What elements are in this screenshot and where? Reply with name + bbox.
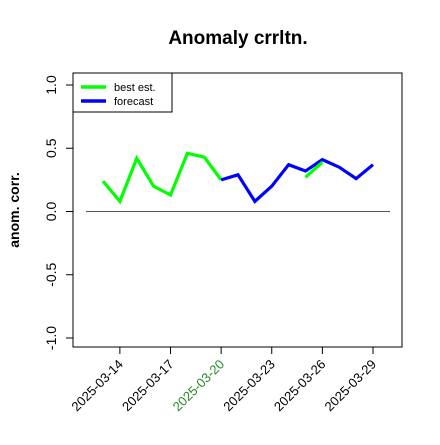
y-tick-label: -0.5 (43, 262, 59, 286)
y-tick-label: 0.5 (43, 138, 59, 158)
series-line-forecast-1-0 (220, 157, 375, 204)
legend-label: best est. (114, 82, 156, 94)
series-line-best-est--0-0 (101, 151, 223, 205)
x-tick-label: 2025-03-23 (220, 357, 278, 415)
legend-box (72, 72, 173, 113)
y-axis-label: anom. corr. (6, 172, 22, 247)
x-tick-label: 2025-03-14 (68, 357, 126, 415)
x-tick-label: 2025-03-17 (119, 357, 177, 415)
y-tick-label: 1.0 (43, 75, 59, 95)
chart-title: Anomaly crrltn. (168, 28, 307, 49)
y-tick-label: -1.0 (43, 326, 59, 350)
x-tick-label: 2025-03-29 (321, 357, 379, 415)
x-tick-label: 2025-03-20 (170, 357, 228, 415)
y-tick-label: 0.0 (43, 202, 59, 222)
legend-label: forecast (114, 96, 153, 108)
plot-frame (72, 72, 403, 348)
series-line-best-est--2-0 (304, 160, 324, 179)
x-tick-label: 2025-03-26 (271, 357, 329, 415)
